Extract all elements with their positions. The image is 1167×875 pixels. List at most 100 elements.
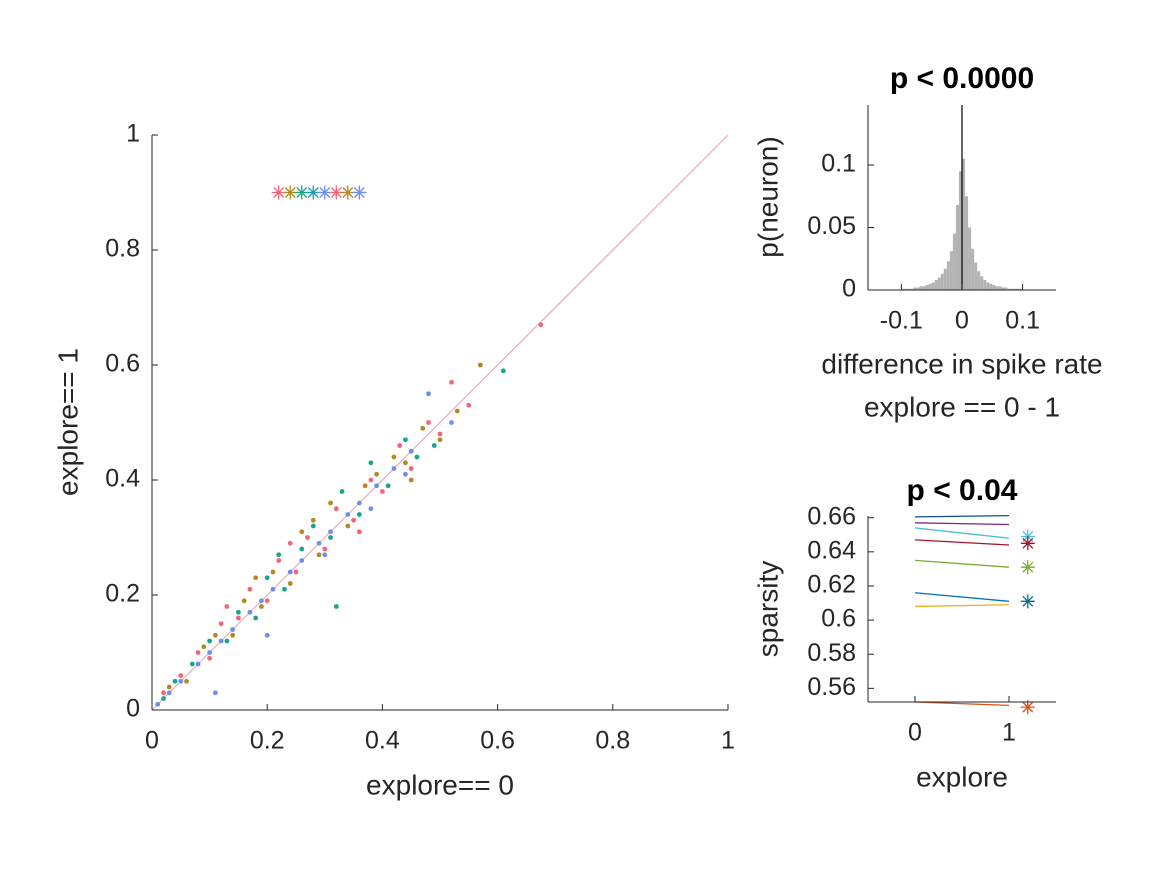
hist-bar: [955, 205, 959, 290]
hist-bar: [989, 283, 993, 290]
sparsity-line: [914, 559, 1010, 568]
star-marker: [340, 185, 355, 200]
y-axis-label: p(neuron): [752, 136, 783, 257]
hist-bar: [922, 286, 926, 290]
scatter-point: [368, 477, 374, 483]
scatter-point: [310, 523, 316, 529]
x-tick-label: 1: [1002, 719, 1016, 747]
star-marker: [1020, 700, 1035, 715]
y-tick-label: 0.56: [807, 673, 856, 701]
scatter-point: [408, 448, 414, 454]
scatter-point: [368, 506, 374, 512]
scatter-point: [426, 391, 431, 397]
hist-bar: [980, 276, 984, 290]
scatter-point: [437, 437, 443, 443]
hist-bar: [952, 233, 956, 290]
scatter-point: [241, 598, 247, 604]
x-tick-label: 0: [955, 307, 969, 335]
scatter-point: [207, 638, 213, 644]
scatter-point: [356, 529, 362, 535]
scatter-point: [236, 615, 241, 621]
hist-bar: [995, 286, 999, 290]
scatter-point: [454, 408, 460, 414]
star-marker: [329, 185, 344, 200]
scatter-point: [236, 609, 241, 615]
y-tick-label: 0.05: [807, 212, 856, 240]
scatter-point: [201, 644, 207, 650]
scatter-point: [184, 678, 189, 684]
scatter-point: [305, 535, 310, 540]
hist-bar: [1019, 288, 1023, 290]
scatter-point: [270, 586, 276, 592]
scatter-point: [287, 569, 293, 575]
hist-bar: [904, 288, 908, 290]
scatter-point: [310, 517, 316, 523]
hist-bar: [986, 282, 990, 290]
chart-title: p < 0.0000: [890, 62, 1034, 95]
scatter-point: [345, 523, 351, 529]
sparsity-line: [914, 701, 1010, 707]
sparsity-line: [914, 527, 1010, 539]
scatter-point: [276, 558, 282, 563]
x-tick-label: 0.2: [250, 727, 285, 755]
scatter-point: [403, 460, 408, 466]
hist-bar: [965, 196, 969, 290]
sparsity-line: [914, 592, 1010, 602]
hist-bar: [946, 261, 950, 290]
star-marker: [352, 185, 367, 200]
scatter-point: [426, 420, 431, 425]
scatter-point: [333, 604, 339, 609]
scatter-point: [403, 437, 408, 443]
scatter-point: [264, 632, 270, 638]
scatter-point: [391, 466, 397, 471]
hist-bar: [949, 251, 953, 290]
scatter-point: [449, 420, 454, 425]
hist-bar: [1004, 287, 1008, 290]
scatter-point: [264, 598, 270, 604]
hist-bar: [962, 158, 966, 290]
hist-bar: [910, 288, 914, 290]
scatter-point: [282, 586, 287, 592]
sparsity-line: [914, 515, 1010, 518]
scatter-point: [230, 632, 236, 638]
scatter-point: [161, 696, 166, 701]
identity-line: [151, 134, 729, 711]
scatter-point: [247, 586, 253, 592]
y-tick-label: 1: [126, 120, 140, 148]
scatter-point: [345, 512, 351, 517]
scatter-point: [356, 500, 362, 506]
scatter-point: [178, 678, 184, 684]
x-tick-label: 0: [145, 727, 159, 755]
scatter-point: [166, 690, 172, 696]
star-marker: [271, 185, 286, 200]
scatter-point: [259, 598, 264, 604]
y-tick-label: 0.58: [807, 639, 856, 667]
scatter-point: [328, 529, 333, 535]
hist-bar: [931, 282, 935, 290]
scatter-point: [276, 552, 282, 558]
sparsity-line: [914, 604, 1010, 608]
star-marker: [283, 185, 298, 200]
hist-bar: [998, 286, 1002, 290]
y-tick-label: 0.8: [105, 235, 140, 263]
scatter-point: [380, 489, 385, 494]
y-tick-label: 0.1: [821, 150, 856, 178]
hist-bar: [971, 248, 975, 290]
scatter-point: [477, 362, 483, 368]
scatter-point: [299, 546, 305, 552]
scatter-point: [207, 655, 213, 661]
scatter-point: [172, 678, 178, 684]
scatter-point: [328, 535, 333, 540]
star-marker: [1020, 594, 1035, 609]
y-axis-label: sparsity: [752, 561, 783, 657]
scatter-point: [362, 483, 368, 489]
scatter-point: [538, 322, 544, 328]
scatter-point: [293, 569, 299, 575]
hist-bar: [937, 277, 941, 290]
scatter-point: [224, 638, 230, 644]
scatter-point: [161, 690, 166, 696]
scatter-point: [385, 483, 391, 489]
hist-bar: [1007, 288, 1011, 290]
scatter-point: [287, 581, 293, 586]
